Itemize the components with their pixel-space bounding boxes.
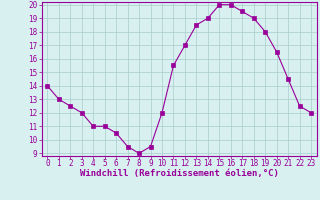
- X-axis label: Windchill (Refroidissement éolien,°C): Windchill (Refroidissement éolien,°C): [80, 169, 279, 178]
